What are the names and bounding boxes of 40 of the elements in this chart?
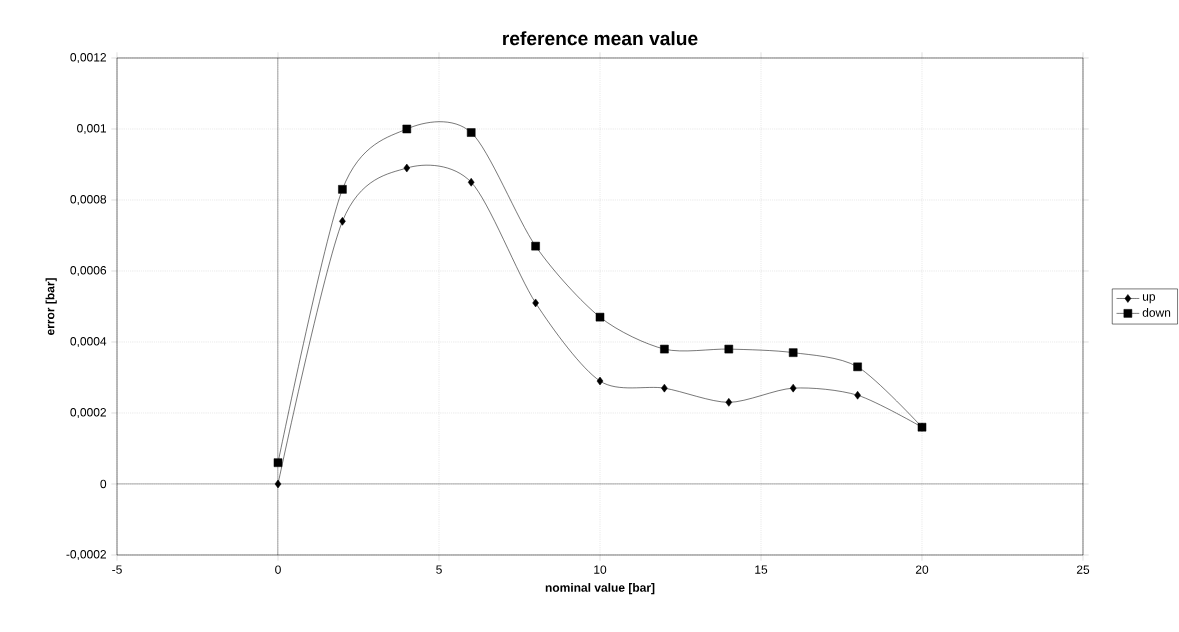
x-tick-label: 15 <box>755 565 768 574</box>
point <box>338 185 347 194</box>
point <box>532 298 539 308</box>
point <box>853 362 862 372</box>
x-tick-label: 25 <box>1076 565 1090 574</box>
point <box>274 479 282 489</box>
x-tick-label: -5 <box>112 565 122 574</box>
y-tick-label: 0,0006 <box>70 266 107 276</box>
y-tick-label: 0,001 <box>77 124 107 134</box>
point <box>789 383 797 393</box>
y-tick-label: 0,0008 <box>70 195 107 205</box>
point <box>661 383 668 393</box>
x-axis-title: nominal value [bar] <box>545 583 655 595</box>
y-tick-label: 0,0002 <box>70 408 106 418</box>
point <box>466 128 476 137</box>
y-axis-title: error [bar] <box>45 278 57 336</box>
point <box>595 312 605 322</box>
point <box>854 390 861 400</box>
x-tick-label: 0 <box>275 565 281 574</box>
y-tick-label: 0 <box>100 479 107 489</box>
x-tick-label: 20 <box>915 565 929 574</box>
point <box>788 348 798 357</box>
point <box>402 124 412 134</box>
legend-label: up <box>1142 294 1156 304</box>
point <box>724 344 734 354</box>
point <box>596 376 604 386</box>
legend-label: down <box>1142 308 1171 317</box>
point <box>403 163 411 173</box>
y-tick-label: 0,0004 <box>70 337 107 347</box>
point <box>725 398 733 407</box>
point <box>339 217 346 226</box>
y-tick-label: -0,0002 <box>66 550 106 560</box>
x-tick-label: 5 <box>436 565 442 574</box>
point <box>660 344 669 354</box>
point <box>531 241 540 251</box>
chart-title: reference mean value <box>503 31 698 46</box>
point <box>467 177 475 187</box>
point <box>273 458 283 467</box>
x-tick-label: 10 <box>594 565 607 574</box>
y-tick-label: 0,0012 <box>70 53 106 63</box>
